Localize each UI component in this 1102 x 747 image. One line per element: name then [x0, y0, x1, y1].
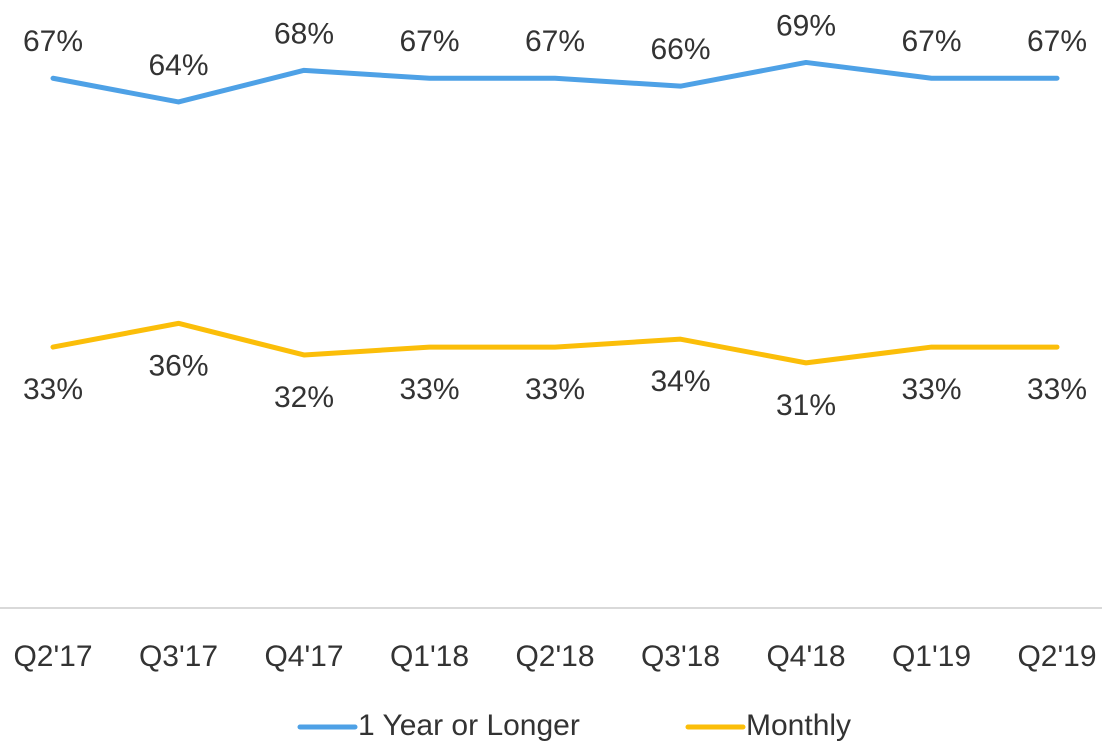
data-label: 67%: [525, 25, 585, 58]
data-label: 33%: [399, 373, 459, 406]
x-tick-label: Q4'18: [766, 640, 845, 673]
legend-label: 1 Year or Longer: [358, 709, 580, 742]
data-label: 67%: [1027, 25, 1087, 58]
series-line: [50, 59, 1060, 105]
data-label: 64%: [148, 49, 208, 82]
x-tick-label: Q2'18: [515, 640, 594, 673]
x-tick-label: Q4'17: [264, 640, 343, 673]
series-line: [50, 320, 1060, 366]
x-tick-label: Q3'17: [139, 640, 218, 673]
x-tick-label: Q2'19: [1017, 640, 1096, 673]
data-label: 34%: [650, 365, 710, 398]
data-label: 33%: [525, 373, 585, 406]
data-label: 68%: [274, 17, 334, 50]
data-label: 67%: [901, 25, 961, 58]
x-tick-label: Q1'19: [892, 640, 971, 673]
data-label: 66%: [650, 33, 710, 66]
data-label: 36%: [148, 349, 208, 382]
data-label: 33%: [1027, 373, 1087, 406]
data-label: 31%: [776, 389, 836, 422]
x-tick-label: Q3'18: [641, 640, 720, 673]
data-label: 67%: [399, 25, 459, 58]
data-label: 69%: [776, 9, 836, 42]
legend-label: Monthly: [746, 709, 851, 742]
x-tick-label: Q1'18: [390, 640, 469, 673]
data-label: 33%: [901, 373, 961, 406]
data-label: 32%: [274, 381, 334, 414]
x-tick-label: Q2'17: [13, 640, 92, 673]
data-label: 33%: [23, 373, 83, 406]
data-label: 67%: [23, 25, 83, 58]
